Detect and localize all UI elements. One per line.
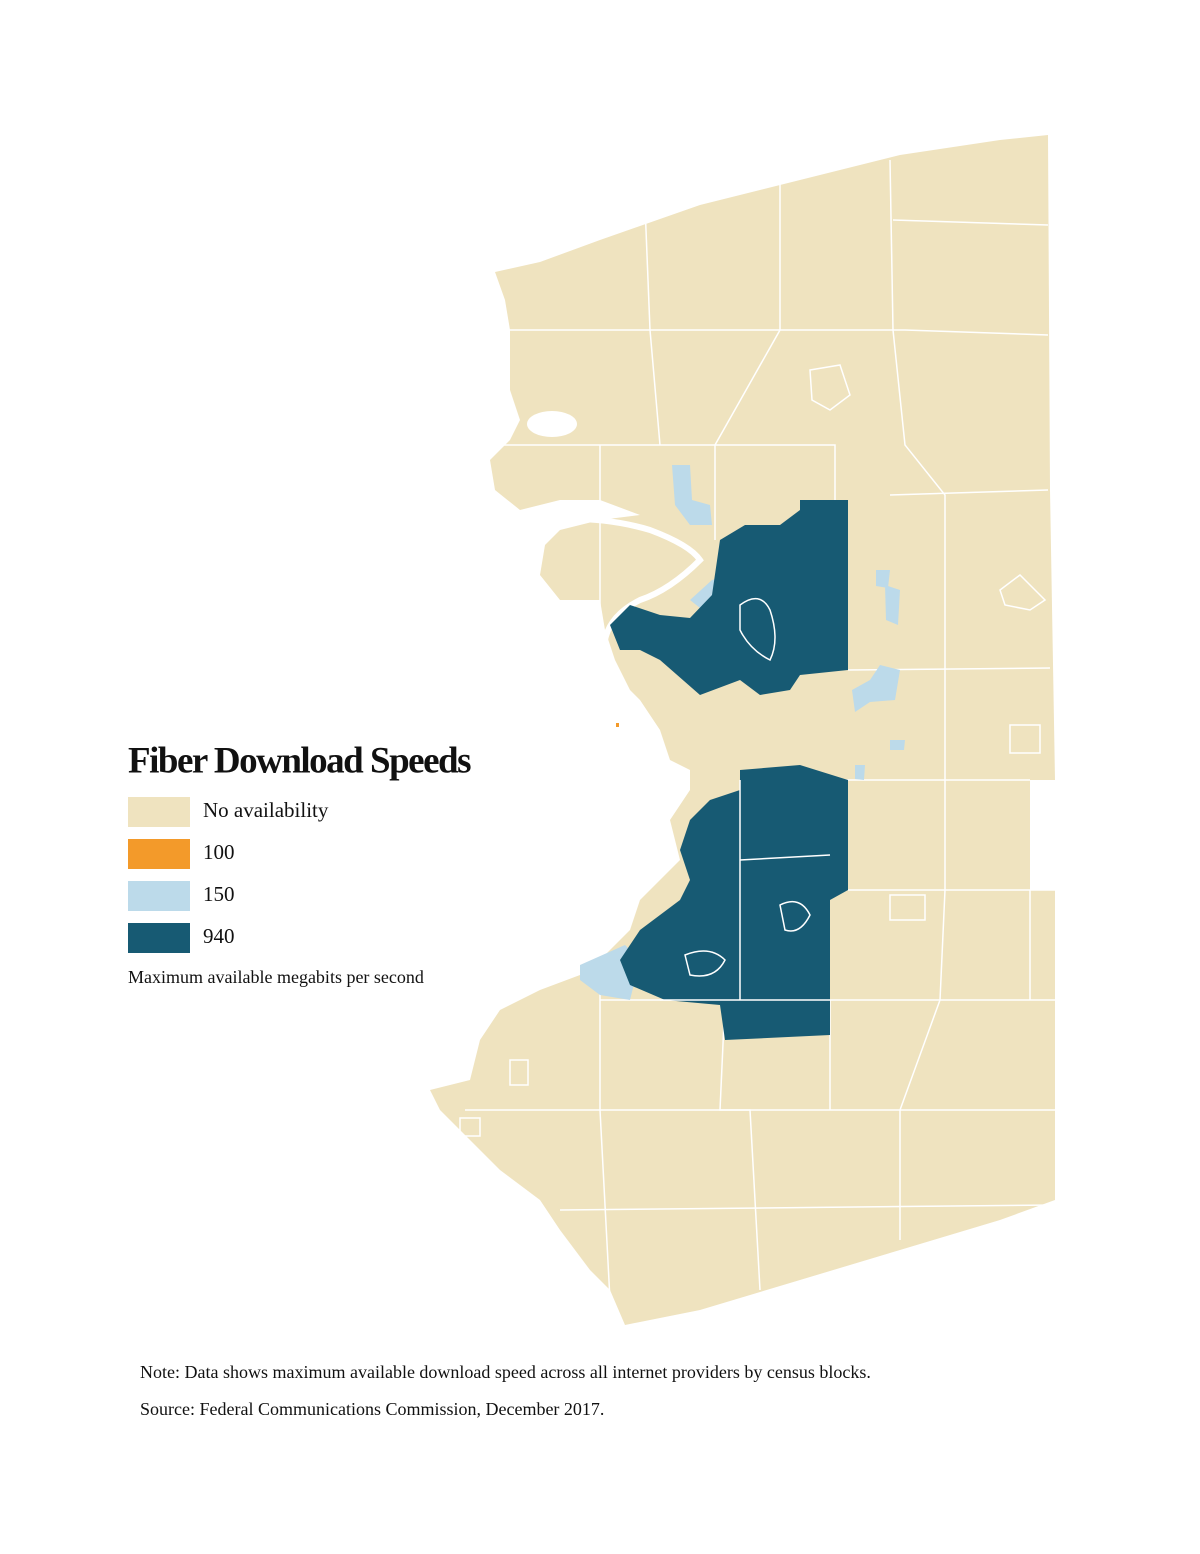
legend-items: No availability 100 150 940 bbox=[128, 797, 329, 953]
map bbox=[430, 135, 1056, 1325]
legend-swatch bbox=[128, 797, 190, 827]
blue-town-boundaries bbox=[660, 597, 831, 1001]
legend-swatch bbox=[128, 881, 190, 911]
lake bbox=[527, 411, 577, 437]
legend-swatch bbox=[128, 923, 190, 953]
legend-label: No availability bbox=[203, 798, 329, 822]
legend-subtitle: Maximum available megabits per second bbox=[128, 967, 424, 987]
town-boundaries bbox=[459, 159, 1056, 1301]
legend-title: Fiber Download Speeds bbox=[128, 740, 471, 781]
speed-100-area bbox=[616, 723, 619, 727]
legend-label: 150 bbox=[203, 882, 235, 906]
county-area bbox=[430, 135, 1055, 1325]
note: Note: Data shows maximum available downl… bbox=[140, 1362, 871, 1382]
legend-label: 940 bbox=[203, 924, 235, 948]
speed-940-area bbox=[610, 500, 848, 1040]
legend-swatch bbox=[128, 839, 190, 869]
legend: Fiber Download Speeds No availability 100… bbox=[128, 740, 473, 987]
source: Source: Federal Communications Commissio… bbox=[140, 1399, 604, 1419]
legend-label: 100 bbox=[203, 840, 235, 864]
